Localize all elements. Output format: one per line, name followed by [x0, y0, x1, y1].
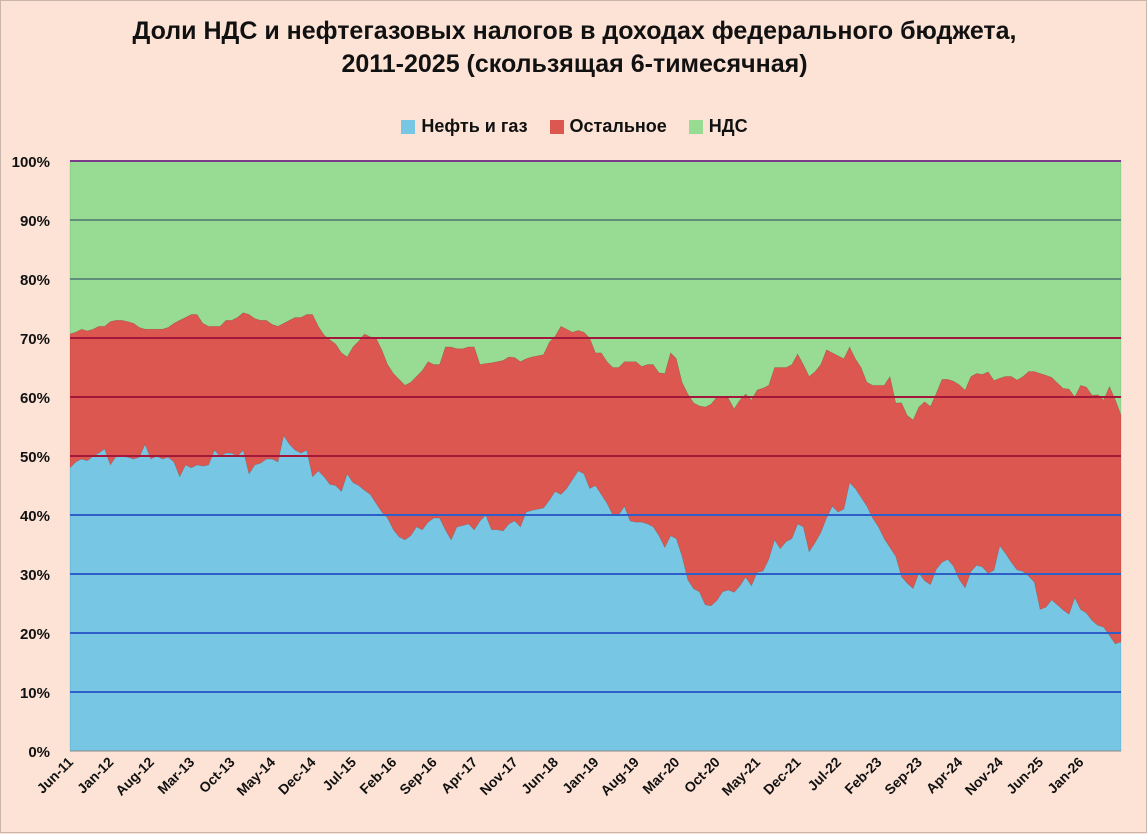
- x-tick-label: Jan-19: [559, 754, 602, 797]
- x-tick-label: Oct-13: [196, 754, 238, 796]
- x-tick-label: Jun-18: [518, 754, 561, 797]
- y-tick-label: 30%: [20, 567, 50, 584]
- y-tick-label: 80%: [20, 272, 50, 289]
- y-tick-label: 90%: [20, 213, 50, 230]
- legend-label-vat: НДС: [708, 116, 748, 136]
- x-tick-label: Feb-16: [356, 754, 399, 797]
- x-tick-label: Jan-12: [74, 754, 117, 797]
- x-tick-label: Nov-24: [962, 754, 1006, 798]
- y-tick-label: 40%: [20, 508, 50, 525]
- x-tick-label: May-21: [718, 754, 763, 799]
- x-tick-label: Feb-23: [841, 754, 884, 797]
- x-tick-label: Mar-20: [639, 754, 682, 797]
- x-tick-label: Sep-23: [881, 754, 925, 798]
- y-tick-label: 60%: [20, 390, 50, 407]
- x-tick-label: Apr-17: [438, 754, 481, 797]
- y-tick-label: 70%: [20, 331, 50, 348]
- legend-swatch-vat: [688, 119, 703, 134]
- x-tick-label: Dec-21: [760, 754, 804, 798]
- legend: Нефть и газ Остальное НДС: [1, 116, 1147, 137]
- x-tick-label: Nov-17: [476, 754, 520, 798]
- y-tick-label: 100%: [12, 154, 50, 171]
- x-tick-label: Jul-22: [804, 754, 844, 794]
- legend-item-vat: НДС: [688, 116, 748, 137]
- x-tick-label: Oct-20: [681, 754, 723, 796]
- y-tick-label: 10%: [20, 685, 50, 702]
- x-tick-label: Mar-13: [154, 754, 197, 797]
- x-tick-label: Aug-19: [597, 754, 642, 799]
- legend-item-oil-gas: Нефть и газ: [401, 116, 528, 137]
- y-tick-label: 50%: [20, 449, 50, 466]
- legend-label-other: Остальное: [569, 116, 667, 136]
- x-tick-label: May-14: [233, 754, 278, 799]
- x-tick-label: Apr-24: [923, 754, 966, 797]
- x-tick-label: Jul-15: [319, 754, 359, 794]
- x-tick-label: Jun-25: [1003, 754, 1046, 797]
- chart-title: Доли НДС и нефтегазовых налогов в дохода…: [132, 17, 1017, 78]
- x-tick-label: Dec-14: [275, 754, 319, 798]
- legend-item-other: Остальное: [549, 116, 667, 137]
- legend-swatch-oil-gas: [401, 119, 416, 134]
- legend-label-oil-gas: Нефть и газ: [421, 116, 528, 136]
- legend-swatch-other: [549, 119, 564, 134]
- y-tick-label: 0%: [28, 744, 50, 761]
- x-tick-label: Jan-26: [1044, 754, 1087, 797]
- x-tick-label: Sep-16: [396, 754, 440, 798]
- y-tick-label: 20%: [20, 626, 50, 643]
- x-tick-label: Aug-12: [112, 754, 157, 799]
